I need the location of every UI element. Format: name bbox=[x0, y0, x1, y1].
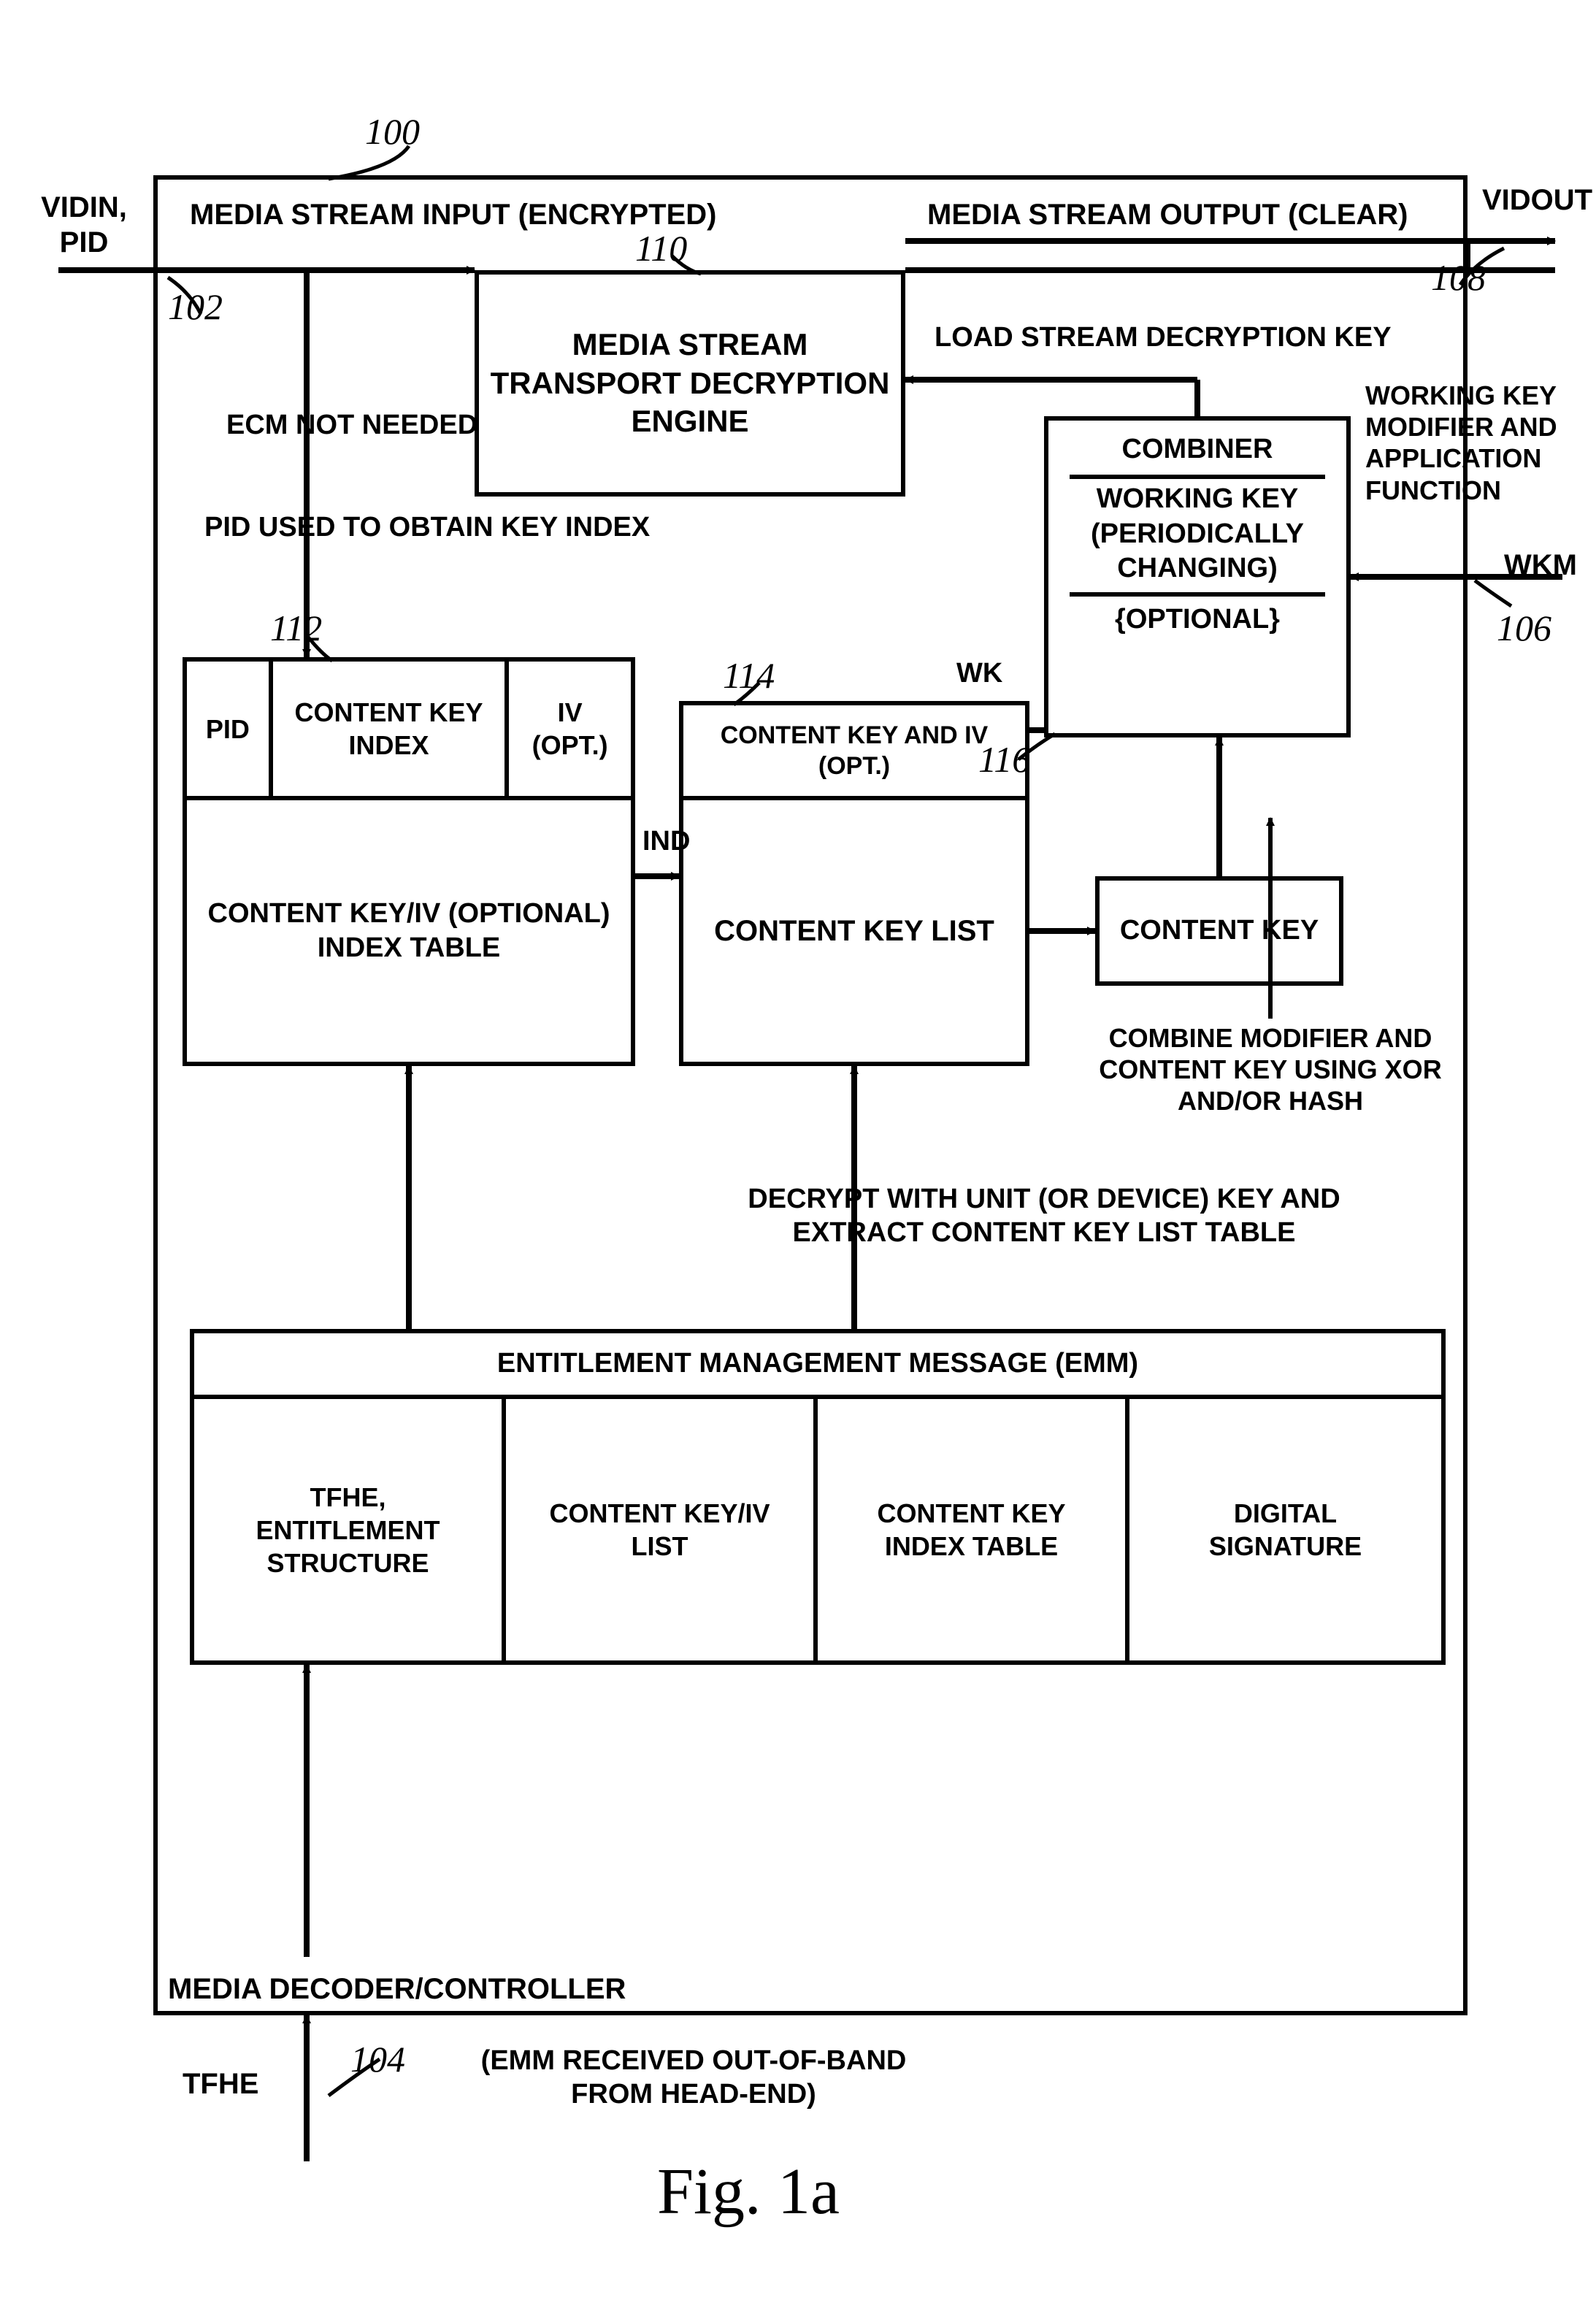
ref-104: 104 bbox=[350, 2037, 405, 2081]
index-hdr-pid: PID bbox=[187, 662, 273, 796]
combiner-line2: (PERIODICALLY CHANGING) bbox=[1091, 517, 1304, 586]
figure-label: Fig. 1a bbox=[657, 2154, 840, 2229]
content-key-box: CONTENT KEY bbox=[1095, 876, 1343, 986]
load-key-label: LOAD STREAM DECRYPTION KEY bbox=[935, 321, 1392, 355]
decrypt-emm-note: DECRYPT WITH UNIT (OR DEVICE) KEY AND EX… bbox=[715, 1183, 1373, 1249]
emm-c4: DIGITAL SIGNATURE bbox=[1129, 1399, 1441, 1660]
index-table-box: PID CONTENT KEY INDEX IV (OPT.) CONTENT … bbox=[183, 657, 635, 1066]
key-list-title: CONTENT KEY LIST bbox=[714, 800, 994, 1062]
decryption-engine-text: MEDIA STREAM TRANSPORT DECRYPTION ENGINE bbox=[491, 326, 890, 441]
emm-title: ENTITLEMENT MANAGEMENT MESSAGE (EMM) bbox=[194, 1333, 1441, 1399]
index-hdr-iv: IV (OPT.) bbox=[509, 662, 631, 796]
tfhe-label: TFHE bbox=[183, 2066, 258, 2101]
decryption-engine-box: MEDIA STREAM TRANSPORT DECRYPTION ENGINE bbox=[475, 270, 905, 497]
ref-110: 110 bbox=[635, 226, 687, 270]
ref-106: 106 bbox=[1497, 606, 1551, 650]
emm-box: ENTITLEMENT MANAGEMENT MESSAGE (EMM) TFH… bbox=[190, 1329, 1446, 1665]
ref-114: 114 bbox=[723, 654, 775, 697]
combiner-box: COMBINER WORKING KEY (PERIODICALLY CHANG… bbox=[1044, 416, 1351, 737]
emm-c1: TFHE, ENTITLEMENT STRUCTURE bbox=[194, 1399, 506, 1660]
combine-note: COMBINE MODIFIER AND CONTENT KEY USING X… bbox=[1088, 1022, 1453, 1117]
ref-116: 116 bbox=[978, 737, 1030, 781]
combiner-line1: WORKING KEY bbox=[1097, 482, 1299, 517]
combiner-line3: {OPTIONAL} bbox=[1115, 602, 1280, 637]
index-table-title: CONTENT KEY/IV (OPTIONAL) INDEX TABLE bbox=[193, 800, 625, 1062]
ref-102: 102 bbox=[168, 285, 223, 329]
index-hdr-cki: CONTENT KEY INDEX bbox=[273, 662, 510, 796]
pid-note: PID USED TO OBTAIN KEY INDEX bbox=[204, 511, 650, 545]
decoder-label: MEDIA DECODER/CONTROLLER bbox=[168, 1972, 626, 2007]
ref-112: 112 bbox=[270, 606, 322, 650]
ind-label: IND bbox=[642, 825, 690, 859]
combiner-label: COMBINER bbox=[1122, 428, 1273, 472]
vidout-label: VIDOUT bbox=[1482, 183, 1592, 218]
emm-c2: CONTENT KEY/IV LIST bbox=[506, 1399, 818, 1660]
ref-108: 108 bbox=[1431, 256, 1486, 299]
wk-label: WK bbox=[956, 657, 1002, 691]
key-list-hdr: CONTENT KEY AND IV (OPT.) bbox=[683, 705, 1025, 800]
wkm-func-label: WORKING KEY MODIFIER AND APPLICATION FUN… bbox=[1365, 380, 1577, 506]
media-out-label: MEDIA STREAM OUTPUT (CLEAR) bbox=[927, 197, 1408, 232]
ref-100: 100 bbox=[365, 110, 420, 153]
emm-c3: CONTENT KEY INDEX TABLE bbox=[818, 1399, 1129, 1660]
tfhe-note: (EMM RECEIVED OUT-OF-BAND FROM HEAD-END) bbox=[467, 2045, 920, 2111]
vidin-label: VIDIN, PID bbox=[29, 190, 139, 260]
key-list-box: CONTENT KEY AND IV (OPT.) CONTENT KEY LI… bbox=[679, 701, 1029, 1066]
wkm-label: WKM bbox=[1504, 548, 1577, 583]
ecm-note: ECM NOT NEEDED bbox=[226, 409, 477, 442]
diagram-canvas: MEDIA DECODER/CONTROLLER 100 MEDIA STREA… bbox=[0, 0, 1596, 2322]
